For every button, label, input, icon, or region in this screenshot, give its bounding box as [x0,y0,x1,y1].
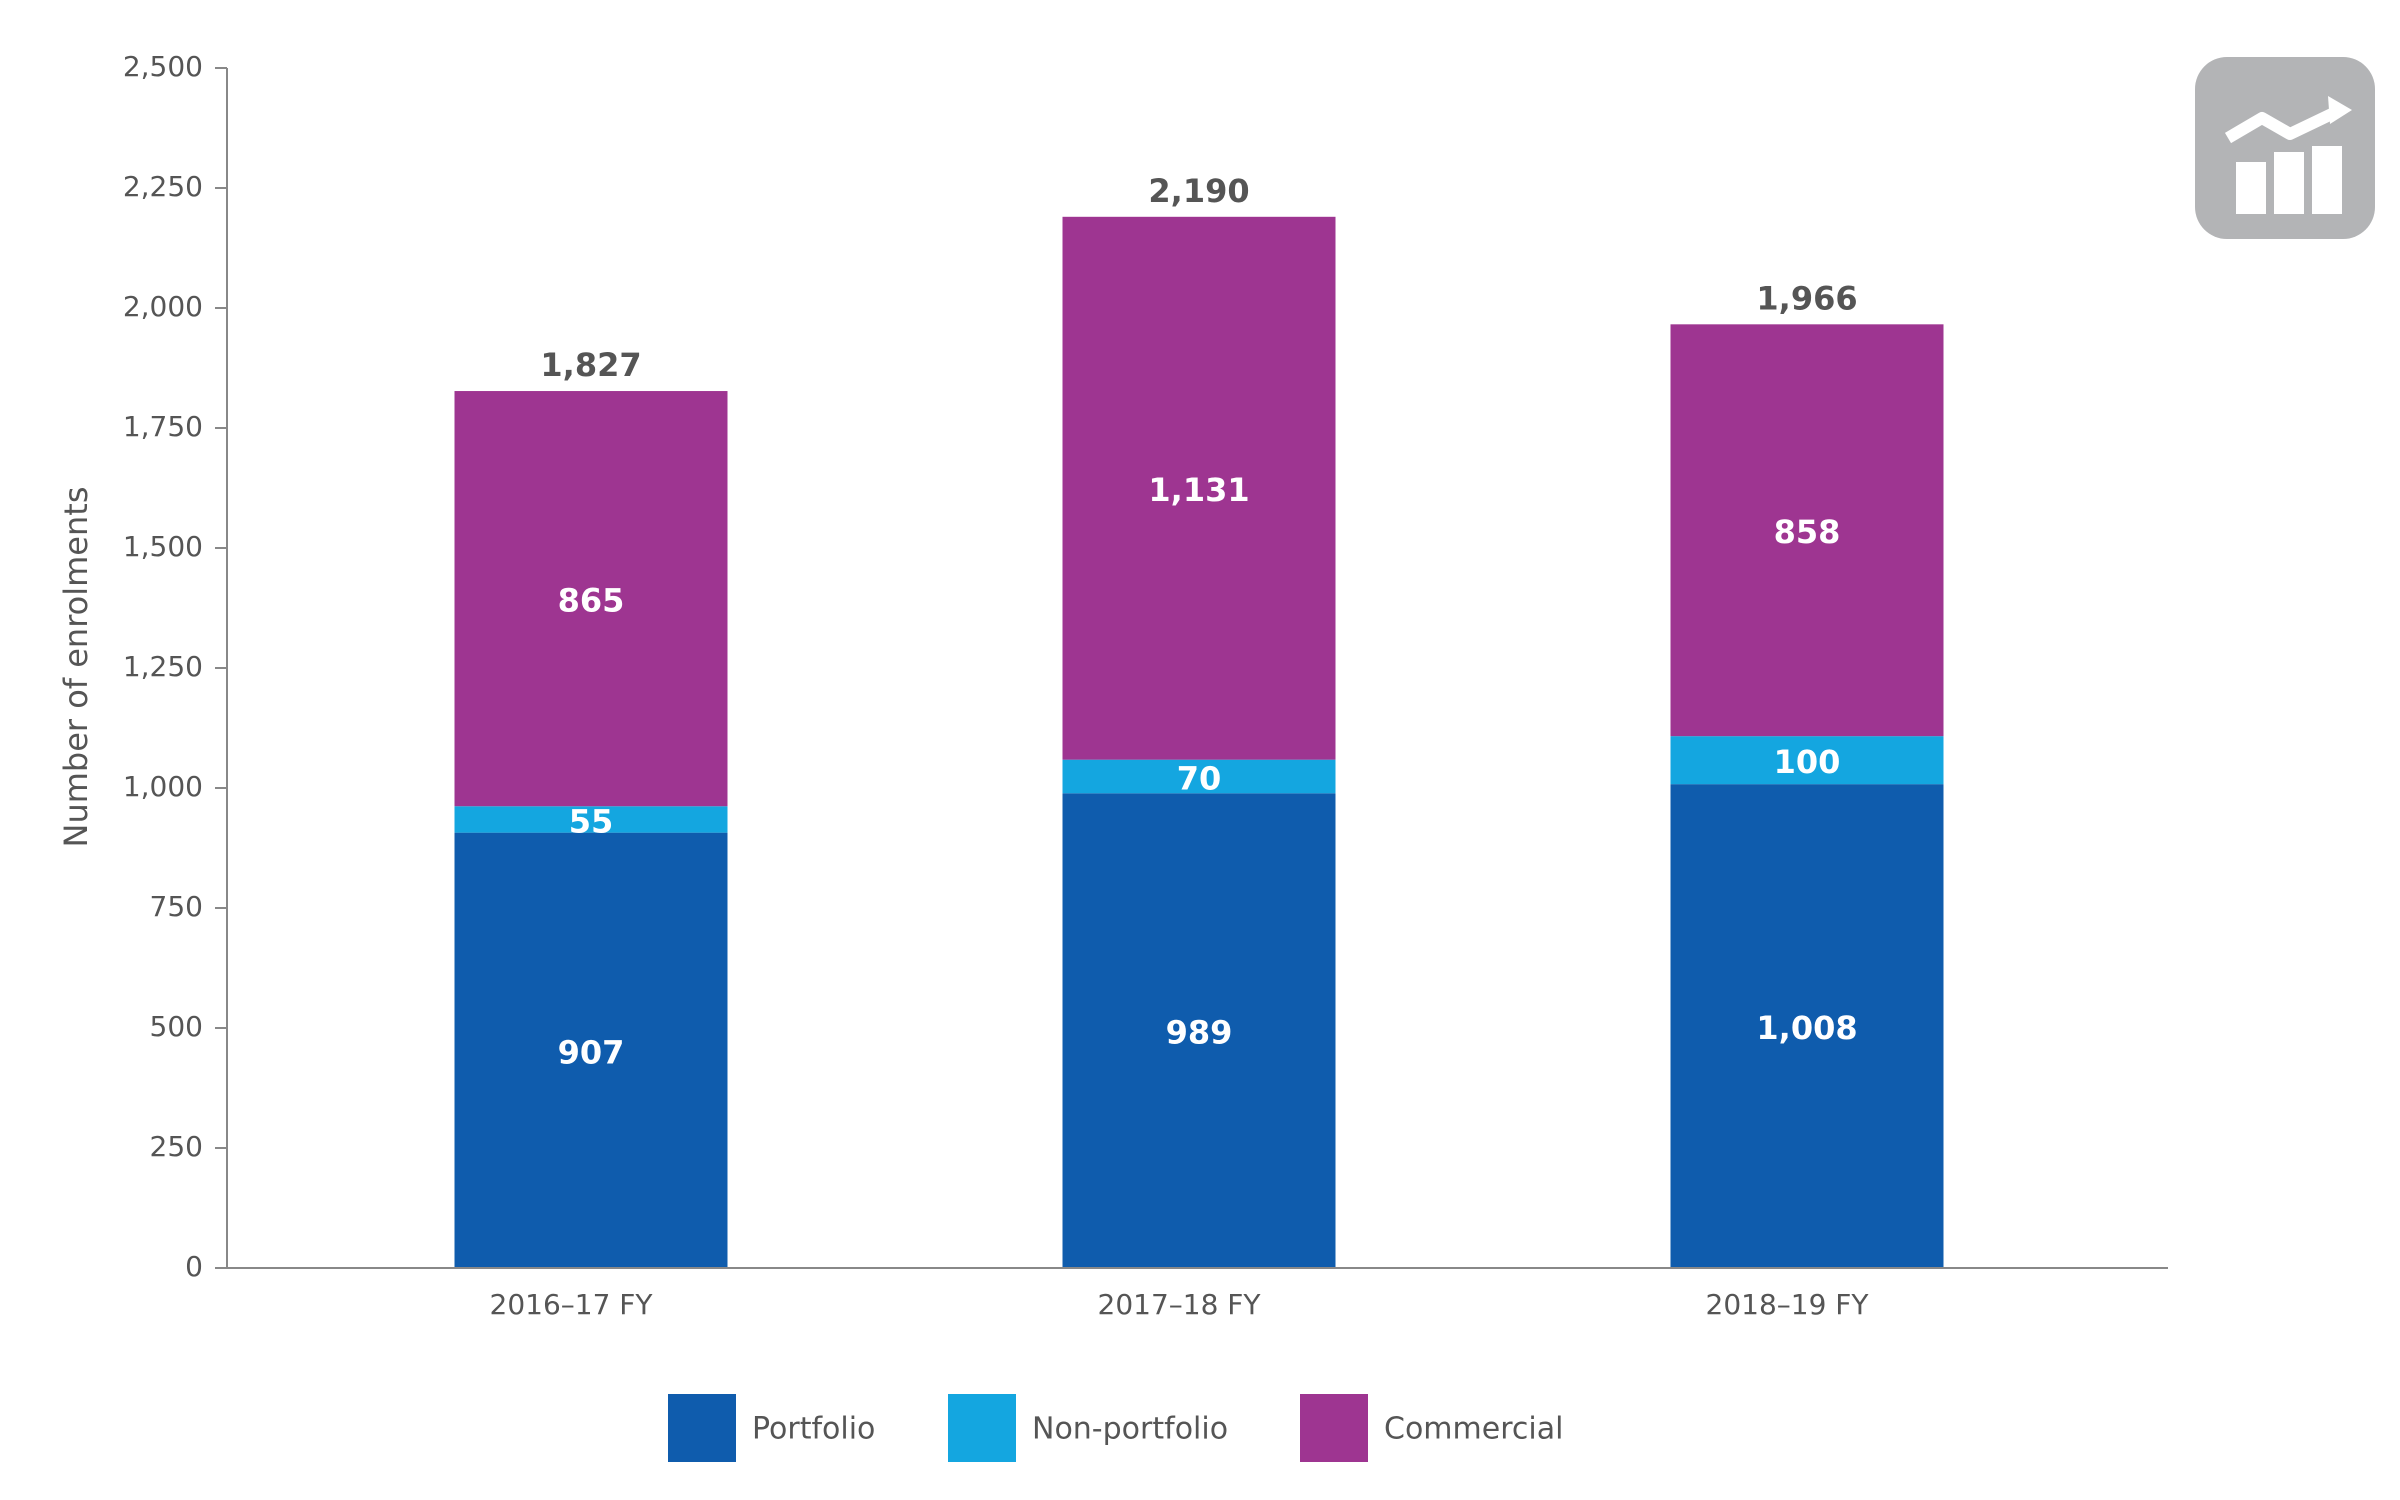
y-tick-label: 1,500 [123,530,203,563]
y-tick-label: 0 [185,1250,203,1283]
y-tick-label: 2,500 [123,50,203,83]
segment-label: 989 [1166,1014,1233,1052]
x-tick-label: 2016–17 FY [490,1288,654,1321]
segment-label: 1,008 [1756,1009,1857,1047]
y-axis-title: Number of enrolments [57,487,95,848]
bar-segment [1670,736,1944,785]
legend-swatch [1300,1394,1368,1462]
segment-label: 1,131 [1148,471,1249,509]
segment-label: 70 [1177,759,1222,797]
segment-label: 858 [1774,513,1841,551]
total-label: 1,827 [540,346,641,384]
y-tick-label: 1,000 [123,770,203,803]
bar-segment [454,806,728,833]
y-tick-label: 1,250 [123,650,203,683]
x-tick-label: 2018–19 FY [1706,1288,1870,1321]
segment-label: 907 [558,1033,625,1071]
bar-segment [1670,784,1944,1268]
chart-icon [2195,57,2375,239]
y-tick-label: 500 [150,1010,203,1043]
y-tick-label: 750 [150,890,203,923]
bar-segment [1062,216,1336,760]
segment-label: 55 [569,802,614,840]
legend-swatch [668,1394,736,1462]
y-tick-label: 250 [150,1130,203,1163]
legend-label: Commercial [1384,1412,1563,1447]
bar-segment [1670,324,1944,737]
total-label: 1,966 [1756,279,1857,317]
legend-swatch [948,1394,1016,1462]
total-label: 2,190 [1148,172,1249,210]
y-tick-label: 1,750 [123,410,203,443]
legend-label: Portfolio [752,1412,875,1447]
x-tick-label: 2017–18 FY [1098,1288,1262,1321]
segment-label: 865 [558,582,625,620]
bar-segment [454,391,728,807]
segment-label: 100 [1774,743,1841,781]
bar-segment [454,832,728,1268]
bar-segment [1062,793,1336,1268]
y-tick-label: 2,250 [123,170,203,203]
bar-segment [1062,759,1336,794]
y-tick-label: 2,000 [123,290,203,323]
legend-label: Non-portfolio [1032,1412,1228,1447]
